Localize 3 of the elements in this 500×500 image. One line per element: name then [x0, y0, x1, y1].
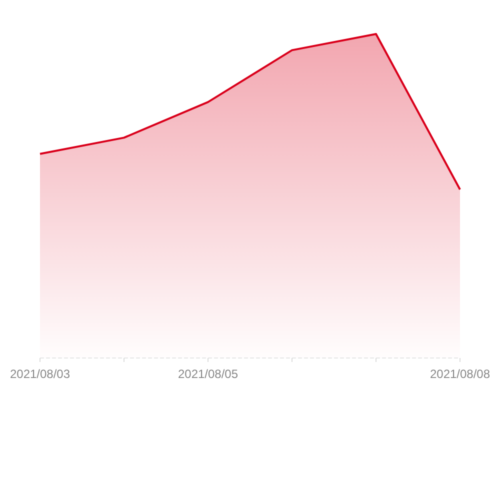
x-tick-label: 2021/08/03 — [10, 367, 70, 381]
x-tick-label: 2021/08/08 — [430, 367, 490, 381]
x-tick-label: 2021/08/05 — [178, 367, 238, 381]
